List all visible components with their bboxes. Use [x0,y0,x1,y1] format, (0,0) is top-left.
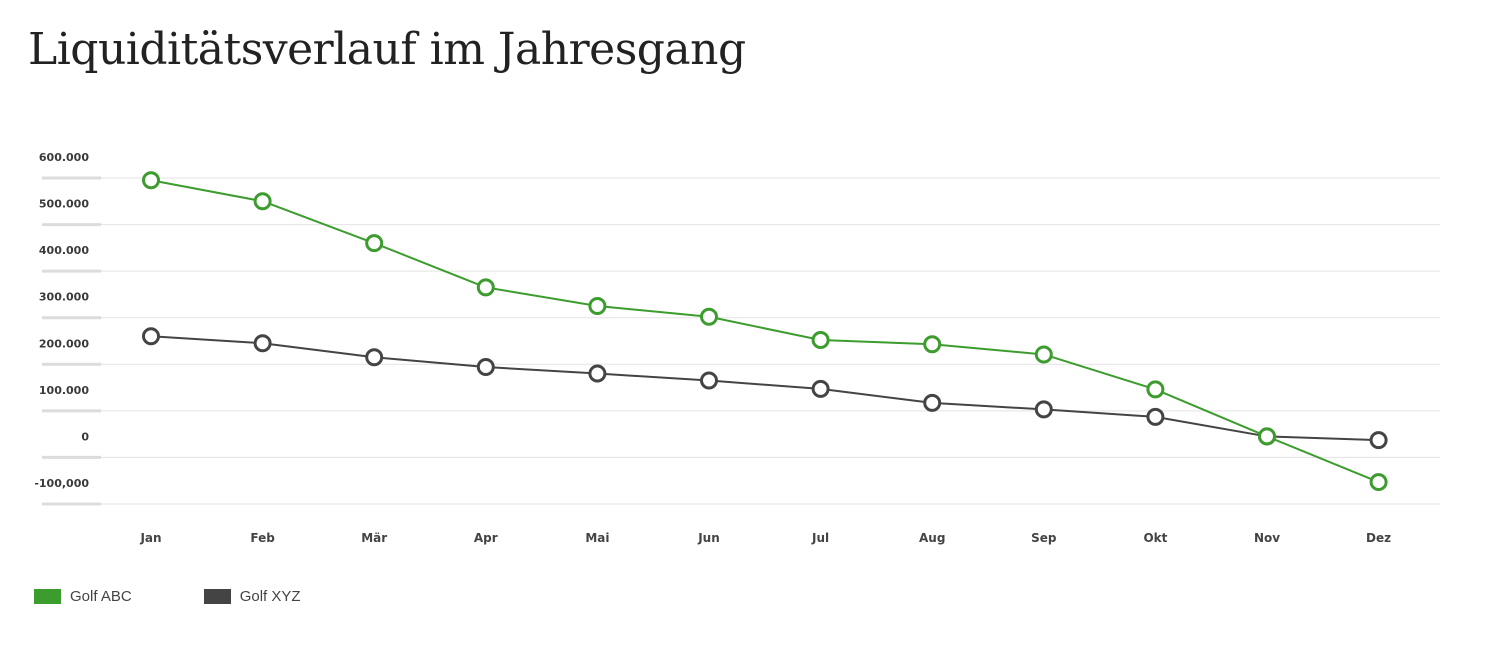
x-tick-label: Jun [697,531,720,545]
data-point-golf-abc[interactable] [1369,473,1388,492]
grid-lines [42,176,1440,506]
legend-item-golf-xyz[interactable]: Golf XYZ [203,588,301,605]
data-point-golf-abc[interactable] [1034,345,1053,364]
data-point-golf-abc[interactable] [1258,427,1276,446]
legend-label-golf-xyz: Golf XYZ [239,588,301,605]
y-tick-label: 100.000 [39,384,89,397]
y-tick-label: 500.000 [39,198,89,211]
x-tick-label: Apr [474,531,498,545]
data-point-golf-xyz[interactable] [923,393,942,412]
page-title: Liquiditätsverlauf im Jahresgang [28,24,746,75]
series-lines [142,171,1388,492]
x-tick-label: Dez [1366,531,1391,545]
data-point-golf-xyz[interactable] [1146,407,1165,426]
y-axis-ticks: 600.000 500.000 400.000 300.000 200.000 100.0… [34,151,89,490]
data-point-golf-xyz[interactable] [700,371,718,390]
data-point-golf-xyz[interactable] [365,348,384,367]
data-point-golf-abc[interactable] [142,171,160,190]
data-point-golf-xyz[interactable] [811,379,830,398]
data-point-golf-abc[interactable] [253,192,272,211]
x-tick-label: Mär [361,531,387,545]
series-line-golf-abc [150,179,1379,483]
data-point-golf-abc[interactable] [1146,380,1165,399]
data-point-golf-xyz[interactable] [253,334,272,353]
x-tick-label: Mai [585,531,609,545]
y-tick-label: 400.000 [39,244,89,257]
y-tick-label: 300.000 [39,291,89,304]
y-tick-label: 200.000 [39,337,89,350]
line-chart: 600.000 500.000 400.000 300.000 200.000 100.0… [34,151,1440,545]
data-point-golf-abc[interactable] [365,234,384,253]
legend-swatch-golf-xyz [203,589,231,604]
data-point-golf-xyz[interactable] [588,364,607,383]
y-tick-label: -100,000 [34,477,89,490]
x-tick-label: Jan [139,531,161,545]
data-point-golf-abc[interactable] [923,335,942,354]
x-tick-label: Okt [1143,531,1167,545]
x-tick-label: Feb [250,531,275,545]
legend-label-golf-abc: Golf ABC [70,588,132,605]
legend-swatch-golf-abc [34,589,61,604]
series-line-golf-xyz [150,335,1379,442]
data-point-golf-abc[interactable] [700,307,718,326]
legend-item-golf-abc[interactable]: Golf ABC [34,588,132,605]
y-tick-label: 600.000 [39,151,89,164]
data-point-golf-xyz[interactable] [476,358,495,377]
y-tick-label: 0 [81,430,89,443]
x-tick-label: Aug [919,531,945,545]
data-point-golf-abc[interactable] [588,297,607,316]
x-tick-label: Sep [1031,531,1057,545]
data-point-golf-xyz[interactable] [1369,431,1388,450]
data-point-golf-xyz[interactable] [1034,400,1053,419]
x-axis-ticks: Jan Feb Mär Apr Mai Jun Jul Aug Sep Okt Nov Dez [139,531,1391,545]
data-point-golf-xyz[interactable] [142,327,160,346]
legend: Golf ABC Golf XYZ [34,588,301,605]
data-point-golf-abc[interactable] [811,331,830,350]
data-point-golf-abc[interactable] [476,278,495,297]
x-tick-label: Nov [1254,531,1280,545]
x-tick-label: Jul [811,531,829,545]
